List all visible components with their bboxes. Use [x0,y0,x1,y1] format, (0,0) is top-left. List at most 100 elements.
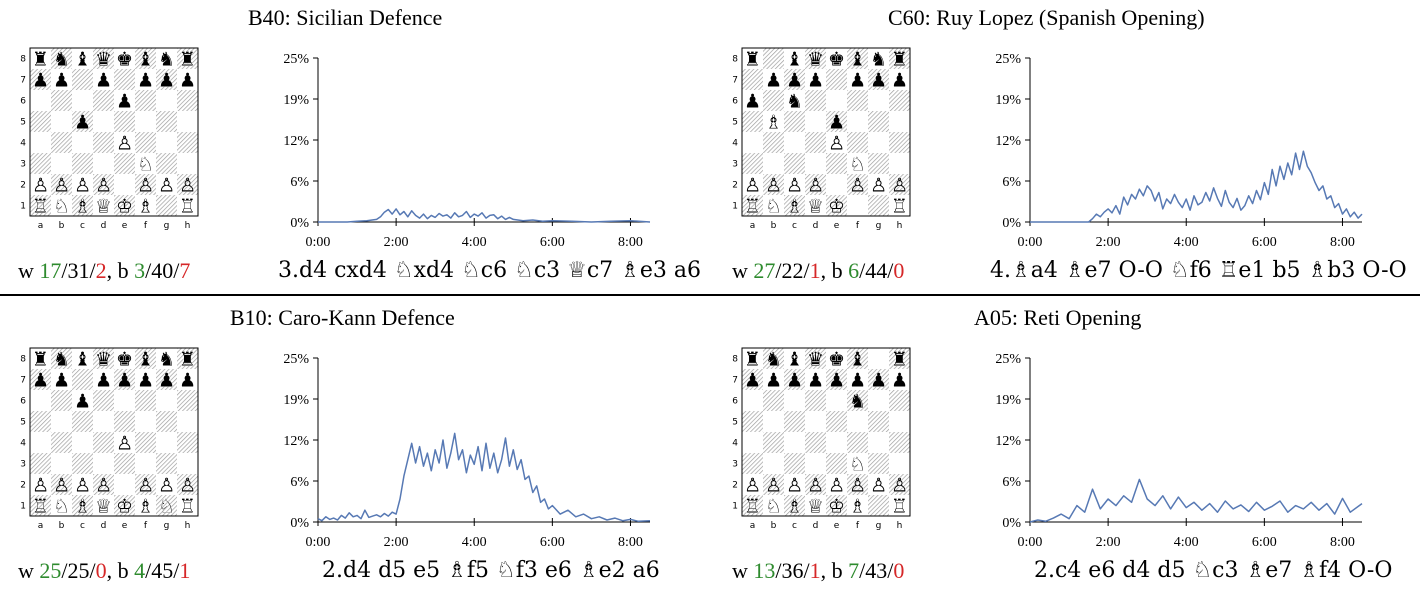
board-square [868,153,889,174]
board-square [177,453,198,474]
white-pawn-icon: ♙ [786,175,803,197]
board-square [784,90,805,111]
result-stats: w 27/22/1, b 6/44/0 [732,258,905,283]
board-square [742,132,763,153]
black-pawn-icon: ♟ [891,370,908,392]
y-tick-label: 19% [995,93,1021,108]
stats-black-wins: 6 [848,258,860,283]
white-king-icon: ♔ [828,196,845,218]
board-square [51,48,72,69]
board-square [805,153,826,174]
board-square [93,369,114,390]
board-square [156,195,177,216]
popularity-chart: 0% 6% 12% 19% 25% 0:00 2:00 4:00 6:00 8:00 [982,48,1382,258]
white-knight-icon: ♘ [849,454,866,476]
board-square [72,153,93,174]
board-square [847,153,868,174]
board-square [763,69,784,90]
stats-black-losses: 0 [893,258,905,283]
board-square [889,111,910,132]
x-tick-label: 0:00 [306,235,331,250]
file-label: c [80,521,85,531]
y-tick-label: 25% [995,352,1021,367]
board-square [763,348,784,369]
board-square [805,111,826,132]
white-pawn-icon: ♙ [179,175,196,197]
board-square [763,432,784,453]
board-square [763,111,784,132]
rank-label: 3 [20,160,26,170]
board-square [784,132,805,153]
board-square [784,111,805,132]
board-square [742,348,763,369]
board-square [784,153,805,174]
file-label: d [813,521,819,531]
black-pawn-icon: ♟ [786,70,803,92]
panel-sicilian: B40: Sicilian Defence ♜ ♞ ♝ ♛ ♚ ♝ ♞ ♜ ♟ ♟ ♟ ♟ ♟ ♟ ♟ ♟ ♙ ♘… [0,0,710,295]
board-square [30,174,51,195]
board-square [72,411,93,432]
rank-label: 5 [20,118,26,128]
y-tick-label: 19% [995,393,1021,408]
board-square [156,474,177,495]
y-tick-label: 19% [283,93,309,108]
board-square [826,432,847,453]
board-square [826,174,847,195]
board-square [847,174,868,195]
board-square [156,174,177,195]
black-pawn-icon: ♟ [53,70,70,92]
board-square [889,48,910,69]
rank-label: 5 [732,118,738,128]
y-tick-label: 25% [283,352,309,367]
white-rook-icon: ♖ [32,496,49,518]
black-knight-icon: ♞ [849,391,866,413]
board-square [826,474,847,495]
board-square [156,495,177,516]
board-square [51,474,72,495]
board-square [763,48,784,69]
stats-white-wins: 17 [39,258,62,283]
white-bishop-icon: ♗ [765,112,782,134]
file-label: d [813,221,819,231]
white-knight-icon: ♘ [158,496,175,518]
stats-white-prefix: w [18,558,40,583]
board-square [156,432,177,453]
board-square [847,195,868,216]
rank-label: 6 [20,97,26,107]
black-rook-icon: ♜ [32,49,49,71]
white-pawn-icon: ♙ [744,475,761,497]
board-square [826,390,847,411]
white-pawn-icon: ♙ [95,175,112,197]
board-square [826,348,847,369]
black-queen-icon: ♛ [95,349,112,371]
black-knight-icon: ♞ [158,49,175,71]
board-square [805,411,826,432]
y-tick-label: 25% [995,52,1021,67]
panel-title: A05: Reti Opening [974,305,1142,330]
board-square [742,432,763,453]
x-tick-label: 2:00 [384,535,409,550]
white-pawn-icon: ♙ [828,133,845,155]
board-square [826,111,847,132]
file-label: f [856,221,860,231]
board-square [177,132,198,153]
board-square [742,390,763,411]
rank-label: 8 [20,355,26,365]
board-square [826,411,847,432]
board-square [135,411,156,432]
black-pawn-icon: ♟ [95,370,112,392]
file-label: g [876,521,882,531]
black-pawn-icon: ♟ [32,70,49,92]
y-tick-label: 0% [1002,216,1021,231]
board-square [847,48,868,69]
black-pawn-icon: ♟ [32,370,49,392]
board-square [72,48,93,69]
board-square [51,390,72,411]
board-square [805,432,826,453]
board-square [72,174,93,195]
board-square [114,90,135,111]
file-label: f [144,521,148,531]
board-square [93,474,114,495]
y-tick-label: 6% [290,175,309,190]
result-stats: w 13/36/1, b 7/43/0 [732,558,905,583]
